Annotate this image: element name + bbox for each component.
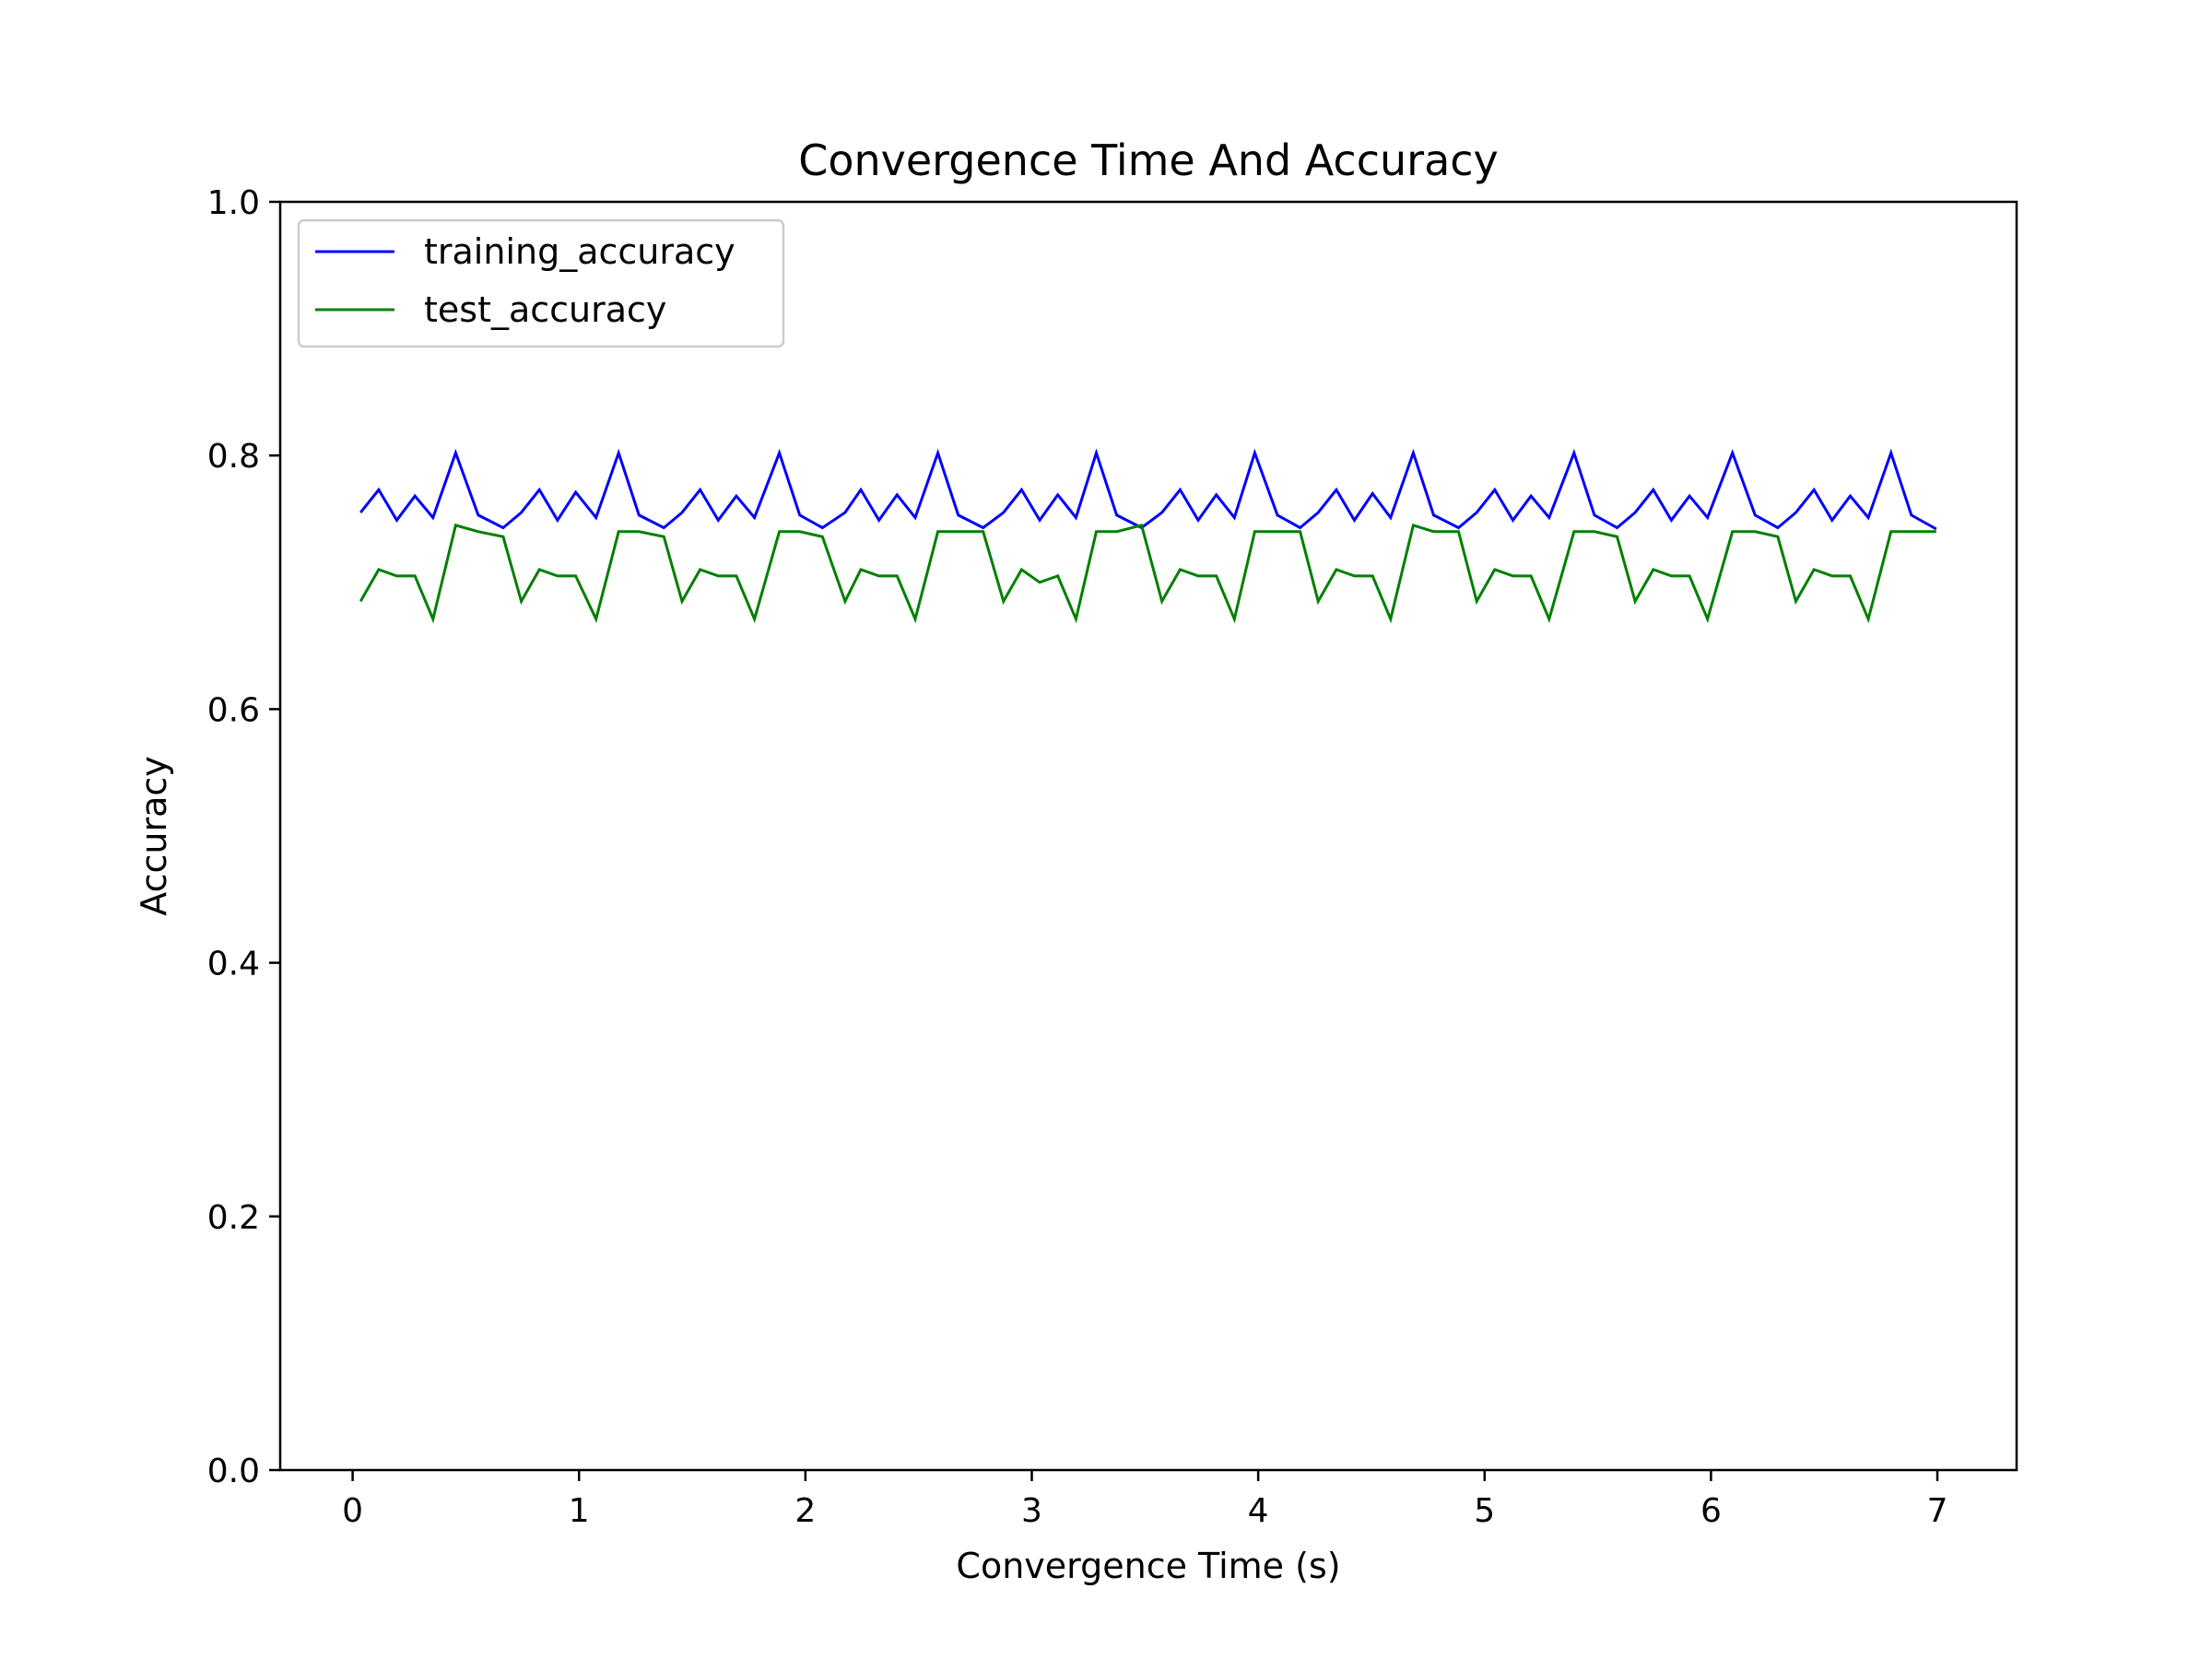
- plot-frame: [278, 200, 2018, 1472]
- y-tick-label: 0.4: [207, 946, 260, 983]
- x-axis: 0 1 2 3 4 5 6 7: [342, 1470, 1947, 1530]
- x-tick-label: 4: [1248, 1492, 1269, 1530]
- y-tick-label: 0.0: [207, 1453, 260, 1490]
- x-tick-label: 3: [1021, 1492, 1042, 1530]
- y-axis-label: Accuracy: [134, 756, 174, 916]
- x-tick-label: 7: [1927, 1492, 1948, 1530]
- series-line-training-accuracy: [359, 448, 1937, 531]
- y-tick-label: 1.0: [207, 184, 260, 222]
- legend-label: test_accuracy: [424, 289, 666, 330]
- x-tick-label: 5: [1474, 1492, 1495, 1530]
- legend-box: [297, 218, 785, 348]
- x-tick-label: 0: [342, 1492, 363, 1530]
- x-tick-label: 1: [569, 1492, 590, 1530]
- x-axis-label: Convergence Time (s): [956, 1546, 1340, 1586]
- plot-series: [359, 448, 1937, 624]
- y-tick-label: 0.8: [207, 438, 260, 476]
- y-axis: 0.0 0.2 0.4 0.6 0.8 1.0: [207, 184, 280, 1490]
- chart-title: Convergence Time And Accuracy: [798, 135, 1499, 185]
- series-line-test-accuracy: [359, 523, 1936, 624]
- x-tick-label: 6: [1700, 1492, 1722, 1530]
- x-tick-label: 2: [794, 1492, 816, 1530]
- legend: training_accuracy test_accuracy: [297, 218, 785, 348]
- y-tick-label: 0.6: [207, 691, 260, 729]
- legend-label: training_accuracy: [424, 231, 735, 272]
- y-tick-label: 0.2: [207, 1199, 260, 1237]
